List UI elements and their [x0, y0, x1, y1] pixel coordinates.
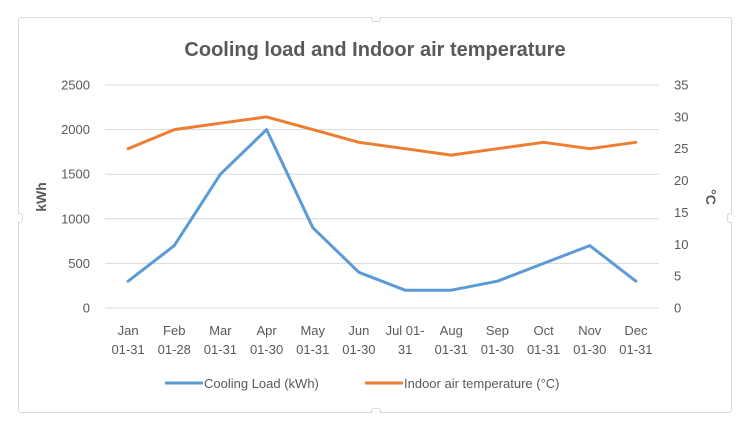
x-tick-label-line1: Dec — [624, 323, 648, 338]
left-tick-label: 1500 — [61, 167, 90, 182]
left-tick-label: 500 — [68, 256, 90, 271]
resize-handle-top[interactable] — [371, 17, 381, 22]
series-line-indoor-temp[interactable] — [126, 115, 638, 157]
x-tick-label: May 01-31 — [296, 323, 329, 357]
x-tick-label-line2: 01-31 — [204, 342, 237, 357]
x-tick-label: Mar 01-31 — [204, 323, 237, 357]
x-tick-label-line1: Jan — [118, 323, 139, 338]
x-tick-label-line1: Feb — [163, 323, 185, 338]
x-tick-label-line1: Mar — [209, 323, 232, 338]
x-tick-label: Dec 01-31 — [619, 323, 652, 357]
legend[interactable]: Cooling Load (kWh) Indoor air temperatur… — [165, 376, 559, 391]
x-tick-label: Jul 01- 31 — [386, 323, 425, 357]
x-tick-label-line2: 01-31 — [111, 342, 144, 357]
resize-handle-right[interactable] — [727, 213, 732, 223]
resize-handle-left[interactable] — [18, 213, 23, 223]
legend-item-indoor-temp[interactable]: Indoor air temperature (°C) — [365, 376, 559, 391]
x-tick-label-line2: 01-31 — [619, 342, 652, 357]
legend-label-cooling-load: Cooling Load (kWh) — [204, 376, 319, 391]
legend-label-indoor-temp: Indoor air temperature (°C) — [404, 376, 559, 391]
chart-frame[interactable] — [18, 17, 732, 413]
series-line-cooling-load[interactable] — [126, 128, 638, 292]
x-tick-label-line2: 01-31 — [296, 342, 329, 357]
x-tick-label-line2: 01-30 — [481, 342, 514, 357]
left-tick-label: 2500 — [61, 78, 90, 93]
x-tick-label: Jun 01-30 — [342, 323, 375, 357]
x-tick-label-line1: May — [300, 323, 325, 338]
right-tick-label: 5 — [674, 269, 681, 284]
right-tick-label: 0 — [674, 301, 681, 316]
x-tick-label-line2: 01-31 — [435, 342, 468, 357]
x-tick-label-line1: Oct — [533, 323, 554, 338]
right-tick-label: 25 — [674, 141, 688, 156]
x-tick-label: Sep 01-30 — [481, 323, 514, 357]
right-tick-label: 20 — [674, 173, 688, 188]
x-tick-label-line2: 01-30 — [342, 342, 375, 357]
x-tick-label-line2: 01-30 — [250, 342, 283, 357]
right-axis-title: °C — [703, 189, 719, 205]
series-lines — [126, 115, 638, 292]
right-tick-label: 30 — [674, 109, 688, 124]
x-tick-label-line2: 31 — [398, 342, 412, 357]
chart-title: Cooling load and Indoor air temperature — [184, 39, 565, 61]
right-tick-label: 35 — [674, 78, 688, 93]
left-tick-label: 1000 — [61, 211, 90, 226]
x-tick-label-line2: 01-28 — [158, 342, 191, 357]
x-tick-label-line1: Apr — [256, 323, 277, 338]
x-tick-label: Aug 01-31 — [435, 323, 468, 357]
right-tick-label: 15 — [674, 205, 688, 220]
left-axis-title: kWh — [33, 182, 49, 212]
left-axis-ticks: 0 500 1000 1500 2000 2500 — [61, 78, 90, 316]
x-tick-label-line1: Sep — [486, 323, 509, 338]
resize-handle-bottom[interactable] — [371, 408, 381, 413]
x-tick-label: Oct 01-31 — [527, 323, 560, 357]
x-tick-label-line1: Jul 01- — [386, 323, 425, 338]
x-tick-label-line1: Jun — [348, 323, 369, 338]
right-tick-label: 10 — [674, 237, 688, 252]
x-tick-label-line1: Aug — [440, 323, 463, 338]
x-tick-label: Jan 01-31 — [111, 323, 144, 357]
gridlines — [105, 84, 659, 309]
x-tick-label: Nov 01-30 — [573, 323, 606, 357]
x-tick-label-line2: 01-30 — [573, 342, 606, 357]
x-tick-label: Apr 01-30 — [250, 323, 283, 357]
x-tick-label-line2: 01-31 — [527, 342, 560, 357]
x-tick-label: Feb 01-28 — [158, 323, 191, 357]
legend-item-cooling-load[interactable]: Cooling Load (kWh) — [165, 376, 319, 391]
right-axis-ticks: 0 5 10 15 20 25 30 35 — [674, 78, 688, 316]
left-tick-label: 0 — [83, 301, 90, 316]
left-tick-label: 2000 — [61, 122, 90, 137]
x-axis-ticks: Jan 01-31 Feb 01-28 Mar 01-31 Apr 01-30 May 01-31… — [111, 323, 652, 357]
x-tick-label-line1: Nov — [578, 323, 602, 338]
